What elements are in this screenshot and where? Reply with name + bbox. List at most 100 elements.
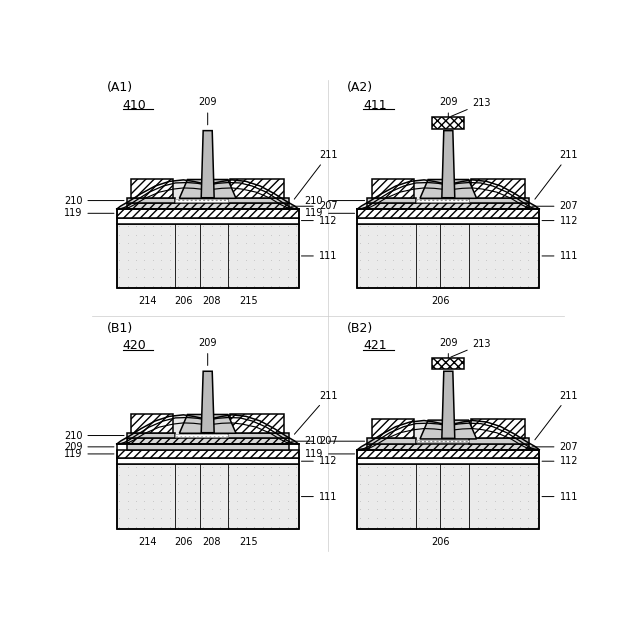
Bar xyxy=(116,209,299,217)
Text: 208: 208 xyxy=(202,296,221,306)
Bar xyxy=(127,203,289,209)
Text: 207: 207 xyxy=(291,201,337,211)
Bar xyxy=(416,440,468,442)
Text: 210: 210 xyxy=(64,196,124,206)
Polygon shape xyxy=(442,131,455,198)
Bar xyxy=(116,458,299,464)
Bar xyxy=(116,444,299,529)
Bar xyxy=(127,438,289,444)
Text: 211: 211 xyxy=(535,391,578,440)
Text: 215: 215 xyxy=(239,296,257,306)
Polygon shape xyxy=(357,421,540,449)
Text: 420: 420 xyxy=(123,339,147,352)
Text: (B2): (B2) xyxy=(348,322,374,335)
Bar xyxy=(228,432,289,438)
Bar xyxy=(127,198,175,203)
Text: 215: 215 xyxy=(239,537,257,547)
Text: 213: 213 xyxy=(451,98,491,116)
Text: 211: 211 xyxy=(535,150,578,199)
Text: 211: 211 xyxy=(294,150,337,199)
Bar xyxy=(468,438,529,444)
Bar xyxy=(230,179,285,198)
Bar xyxy=(131,179,173,198)
Bar xyxy=(371,179,414,198)
Text: 206: 206 xyxy=(431,296,449,306)
Text: 111: 111 xyxy=(542,251,578,261)
Bar xyxy=(116,209,299,288)
Text: 112: 112 xyxy=(542,456,578,466)
Bar xyxy=(416,199,468,202)
Polygon shape xyxy=(201,131,214,198)
Polygon shape xyxy=(116,415,299,444)
Text: 111: 111 xyxy=(301,251,337,261)
Polygon shape xyxy=(201,371,214,432)
Text: 112: 112 xyxy=(301,216,337,226)
Text: 210: 210 xyxy=(64,431,124,441)
Bar xyxy=(230,414,285,432)
Text: 211: 211 xyxy=(294,391,337,434)
Text: (A1): (A1) xyxy=(107,81,132,94)
Polygon shape xyxy=(420,179,477,198)
Bar xyxy=(470,419,525,438)
Bar xyxy=(228,198,289,203)
Bar xyxy=(357,458,540,464)
Bar xyxy=(470,179,525,198)
Bar xyxy=(367,203,529,209)
Bar xyxy=(127,432,175,438)
Text: 209: 209 xyxy=(439,338,458,366)
Text: (A2): (A2) xyxy=(348,81,373,94)
Bar xyxy=(371,419,414,438)
Text: (B1): (B1) xyxy=(107,322,133,335)
Polygon shape xyxy=(357,180,540,209)
Text: 207: 207 xyxy=(532,201,578,211)
Text: 119: 119 xyxy=(64,449,114,459)
Bar xyxy=(367,438,416,444)
Bar xyxy=(175,199,228,202)
Bar xyxy=(357,464,540,529)
Text: 111: 111 xyxy=(301,492,337,502)
Text: 213: 213 xyxy=(451,339,491,357)
Text: 119: 119 xyxy=(305,208,355,218)
Text: 207: 207 xyxy=(532,442,578,452)
Text: 421: 421 xyxy=(364,339,387,352)
Bar xyxy=(357,449,540,529)
Text: 214: 214 xyxy=(138,296,156,306)
Text: 119: 119 xyxy=(305,449,355,459)
Text: 119: 119 xyxy=(64,208,114,218)
Bar xyxy=(357,217,540,224)
Bar xyxy=(468,198,529,203)
Bar xyxy=(116,224,299,288)
Text: 207: 207 xyxy=(291,436,337,446)
Text: 112: 112 xyxy=(542,216,578,226)
Text: 210: 210 xyxy=(305,436,365,446)
Text: 206: 206 xyxy=(174,296,193,306)
Polygon shape xyxy=(442,371,455,438)
Text: 209: 209 xyxy=(198,98,217,125)
Bar xyxy=(367,444,529,449)
Bar xyxy=(116,464,299,529)
Bar xyxy=(357,209,540,288)
Bar xyxy=(367,198,416,203)
Bar xyxy=(357,449,540,458)
Text: 209: 209 xyxy=(64,442,114,452)
Bar xyxy=(357,224,540,288)
Bar xyxy=(116,217,299,224)
Text: 206: 206 xyxy=(431,537,449,547)
Polygon shape xyxy=(420,420,477,439)
Polygon shape xyxy=(116,180,299,209)
Text: 411: 411 xyxy=(364,99,387,112)
Text: 206: 206 xyxy=(174,537,193,547)
Text: 111: 111 xyxy=(542,492,578,502)
Bar xyxy=(175,434,228,437)
Bar xyxy=(432,118,465,129)
Bar xyxy=(127,444,289,449)
Polygon shape xyxy=(179,414,236,433)
Text: 209: 209 xyxy=(198,338,217,366)
Text: 208: 208 xyxy=(202,537,221,547)
Text: 112: 112 xyxy=(301,456,337,466)
Bar xyxy=(116,449,299,458)
Text: 214: 214 xyxy=(138,537,156,547)
Text: 209: 209 xyxy=(439,98,458,125)
Bar xyxy=(131,414,173,432)
Polygon shape xyxy=(179,179,236,198)
